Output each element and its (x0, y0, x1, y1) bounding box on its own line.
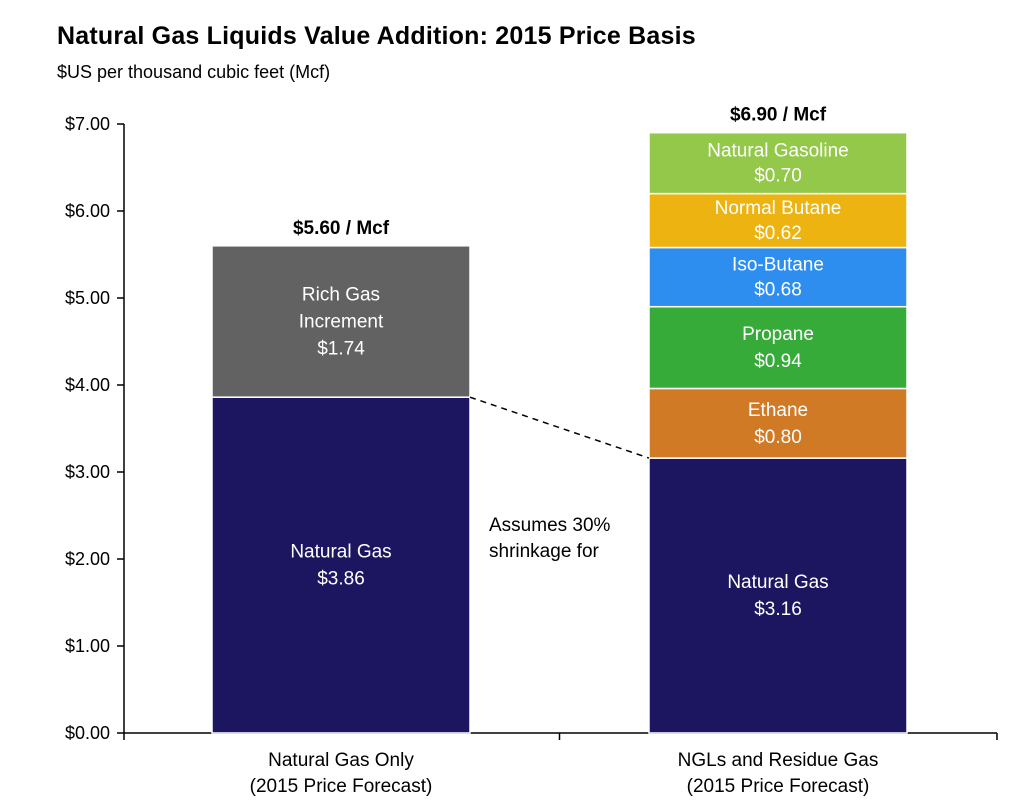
y-tick-label: $0.00 (65, 723, 110, 743)
category-label: Natural Gas Only (2015 Price Forecast) (250, 750, 433, 797)
bar-segment-ethane (648, 387, 908, 459)
segment-label: Natural Gas $3.16 (727, 572, 828, 620)
y-tick-label: $6.00 (65, 201, 110, 221)
labels: Natural Gas $3.86 Rich Gas Increment $1.74 $5… (250, 105, 879, 797)
shrinkage-annotation: Assumes 30% shrinkage for (489, 515, 611, 562)
segment-label: Rich Gas Increment $1.74 (299, 284, 384, 359)
chart-subtitle: $US per thousand cubic feet (Mcf) (57, 62, 331, 82)
chart-title: Natural Gas Liquids Value Addition: 2015… (57, 22, 696, 50)
segment-label: Normal Butane $0.62 (715, 198, 842, 244)
total-label: $5.60 / Mcf (293, 218, 390, 239)
axes: $0.00 $1.00 $2.00 $3.00 $4.00 $5.00 $6.00 $7.00 (65, 114, 998, 743)
y-tick-label: $7.00 (65, 114, 110, 134)
bar-segment-iso-butane (648, 246, 908, 308)
bar-segment-rich-gas-increment (211, 245, 471, 398)
bar-segment-natural-gas (211, 396, 471, 734)
segment-label: Propane $0.94 (742, 324, 814, 372)
segment-label: Natural Gas $3.86 (290, 542, 391, 590)
bar-segment-natural-gasoline (648, 131, 908, 195)
segment-label: Iso-Butane $0.68 (732, 255, 824, 301)
bar-segment-natural-gas (648, 457, 908, 734)
y-tick-label: $4.00 (65, 375, 110, 395)
category-label: NGLs and Residue Gas (2015 Price Forecast… (678, 750, 879, 797)
y-tick-label: $3.00 (65, 462, 110, 482)
y-tick-label: $5.00 (65, 288, 110, 308)
segment-label: Ethane $0.80 (748, 400, 808, 448)
segment-label: Natural Gasoline $0.70 (707, 141, 849, 187)
bar-segment-propane (648, 305, 908, 390)
y-tick-label: $2.00 (65, 549, 110, 569)
bar-segment-normal-butane (648, 192, 908, 249)
bars (211, 131, 908, 734)
y-tick-label: $1.00 (65, 636, 110, 656)
total-label: $6.90 / Mcf (730, 105, 827, 126)
shrinkage-connector-line (469, 396, 650, 459)
